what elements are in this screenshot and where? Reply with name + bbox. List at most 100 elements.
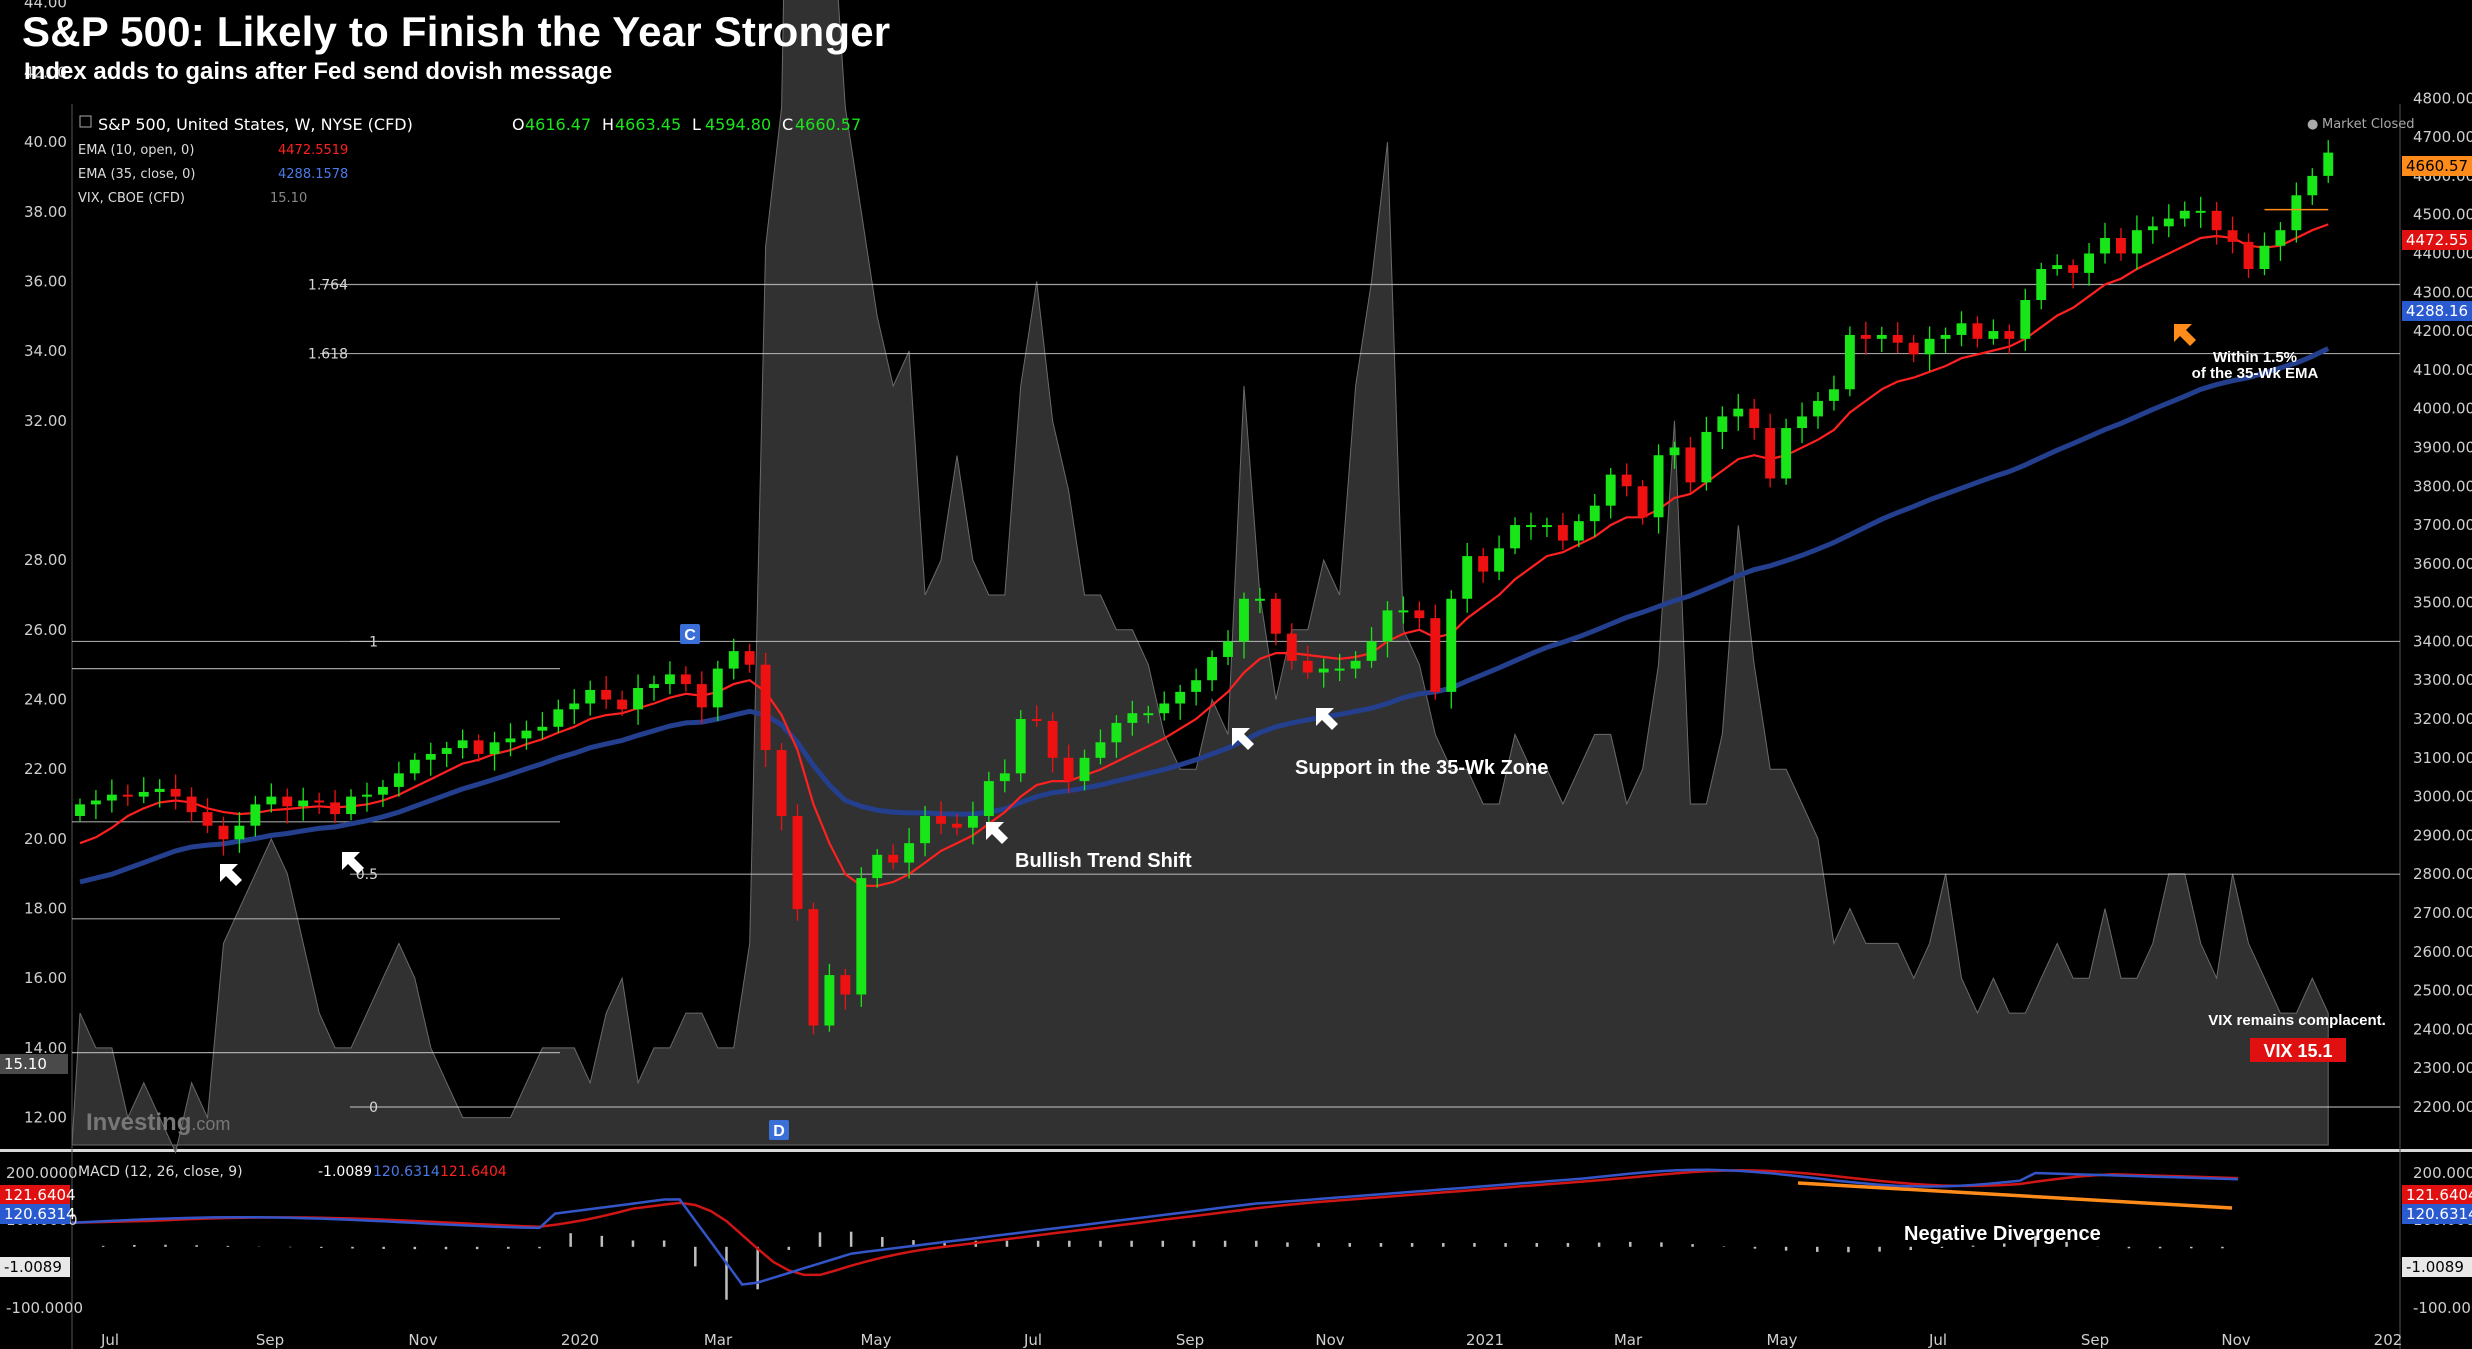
candle-body xyxy=(1414,610,1425,619)
candle-body xyxy=(792,816,803,910)
y-left-tick: 40.00 xyxy=(24,133,67,151)
macd-panel: 200.0000200.0000100.0000100.0000-100.000… xyxy=(6,1164,2472,1317)
candle-body xyxy=(1350,660,1361,669)
x-tick: Nov xyxy=(1315,1331,1344,1349)
candle-body xyxy=(2307,175,2318,196)
ohlc-value: 4660.57 xyxy=(795,115,861,134)
candle-body xyxy=(1175,691,1186,704)
candle-body xyxy=(1270,598,1281,634)
y-right-tick: 3700.00 xyxy=(2413,516,2472,534)
candle-body xyxy=(1685,447,1696,483)
legend-macd: MACD (12, 26, close, 9) xyxy=(78,1164,243,1180)
candle-body xyxy=(1956,323,1967,335)
candle-body xyxy=(2100,237,2110,254)
legend-macd-line: 120.6314 xyxy=(373,1164,440,1180)
candle-body xyxy=(346,796,356,815)
candle-body xyxy=(2116,237,2126,254)
candle-body xyxy=(1239,598,1249,642)
arrow-icon xyxy=(220,864,242,886)
candle-body xyxy=(2259,245,2270,270)
candle-body xyxy=(2052,265,2063,270)
ema10-line xyxy=(79,223,2329,887)
y-right-tick: 3800.00 xyxy=(2413,477,2472,495)
macd-signal-badge-text: 121.6404 xyxy=(2406,1186,2472,1204)
candle-body xyxy=(122,794,133,797)
candle-body xyxy=(1446,598,1457,692)
candle-body xyxy=(1143,713,1154,716)
candle-body xyxy=(649,684,659,688)
price-badges: 4660.574472.554288.16121.6404120.6314-1.… xyxy=(0,156,2472,1277)
candle-body xyxy=(1478,556,1489,572)
candle-body xyxy=(1079,757,1090,782)
candle-body xyxy=(776,750,787,817)
y-left-tick: 44.00 xyxy=(24,0,67,12)
candle-body xyxy=(282,796,293,807)
vix-box-text: VIX 15.1 xyxy=(2263,1041,2332,1061)
macd-right-tick: 200.0000 xyxy=(2413,1164,2472,1182)
ohlc-label: C xyxy=(782,115,793,134)
x-tick: Mar xyxy=(704,1331,733,1349)
candle-body xyxy=(537,726,548,731)
candle-body xyxy=(983,781,994,817)
legend-vix-value: 15.10 xyxy=(270,191,307,206)
candle-body xyxy=(202,812,213,826)
candle-body xyxy=(1398,610,1409,613)
vix-left-badge xyxy=(0,1054,68,1074)
x-tick: May xyxy=(1766,1331,1797,1349)
candle-body xyxy=(362,794,372,797)
candle-body xyxy=(1254,598,1265,601)
candle-body xyxy=(1159,703,1170,714)
y-right-tick: 2800.00 xyxy=(2413,865,2472,883)
y-right-tick: 4300.00 xyxy=(2413,283,2472,301)
y-left-tick: 16.00 xyxy=(24,969,67,987)
arrow-icon xyxy=(342,852,364,874)
y-left-tick: 26.00 xyxy=(24,621,67,639)
candle-body xyxy=(1637,486,1648,518)
vix-area xyxy=(71,0,2329,1154)
y-right-tick: 2700.00 xyxy=(2413,904,2472,922)
candle-body xyxy=(1988,331,1999,339)
y-right-tick: 4000.00 xyxy=(2413,400,2472,418)
candle-body xyxy=(330,802,341,815)
x-tick: Sep xyxy=(2081,1331,2109,1349)
y-left-tick: 24.00 xyxy=(24,691,67,709)
status-dot-icon: ● xyxy=(2307,117,2318,132)
candle-body xyxy=(75,804,85,817)
candle-body xyxy=(1382,610,1393,642)
x-tick: 202 xyxy=(2374,1331,2403,1349)
x-tick: Jul xyxy=(1023,1331,1042,1349)
candle-body xyxy=(808,909,819,1026)
candle-body xyxy=(2020,300,2031,339)
candle-body xyxy=(2068,265,2079,273)
candle-body xyxy=(377,786,388,795)
candle-body xyxy=(1063,757,1074,782)
candle-body xyxy=(1031,719,1042,722)
x-tick: Jul xyxy=(1928,1331,1947,1349)
y-left-tick: 12.00 xyxy=(24,1109,67,1127)
y-right-tick: 2900.00 xyxy=(2413,826,2472,844)
candle-body xyxy=(218,825,229,840)
candle-body xyxy=(824,975,835,1026)
collapse-icon[interactable] xyxy=(79,115,92,128)
macd-hist-left-badge-text: -1.0089 xyxy=(4,1258,62,1276)
ohlc-value: 4594.80 xyxy=(705,115,771,134)
candle-body xyxy=(2163,218,2174,227)
candle-body xyxy=(1510,525,1520,549)
page-subtitle: Index adds to gains after Fed send dovis… xyxy=(24,58,613,85)
y-right-tick: 2500.00 xyxy=(2413,982,2472,1000)
candle-body xyxy=(489,742,500,754)
macd-line-left-badge-text: 120.6314 xyxy=(4,1205,76,1223)
candle-body xyxy=(585,689,596,704)
candle-body xyxy=(1318,668,1329,673)
y-right-tick: 2400.00 xyxy=(2413,1020,2472,1038)
ema10-badge xyxy=(2402,230,2472,250)
y-right-tick: 3600.00 xyxy=(2413,555,2472,573)
macd-signal-badge xyxy=(2402,1185,2472,1205)
candle-body xyxy=(1494,548,1505,572)
candle-body xyxy=(2275,230,2286,246)
candle-body xyxy=(744,651,755,665)
legend-ema35: EMA (35, close, 0) xyxy=(78,167,195,182)
candle-body xyxy=(665,674,675,685)
candle-body xyxy=(967,816,978,828)
y-right-tick: 4500.00 xyxy=(2413,206,2472,224)
